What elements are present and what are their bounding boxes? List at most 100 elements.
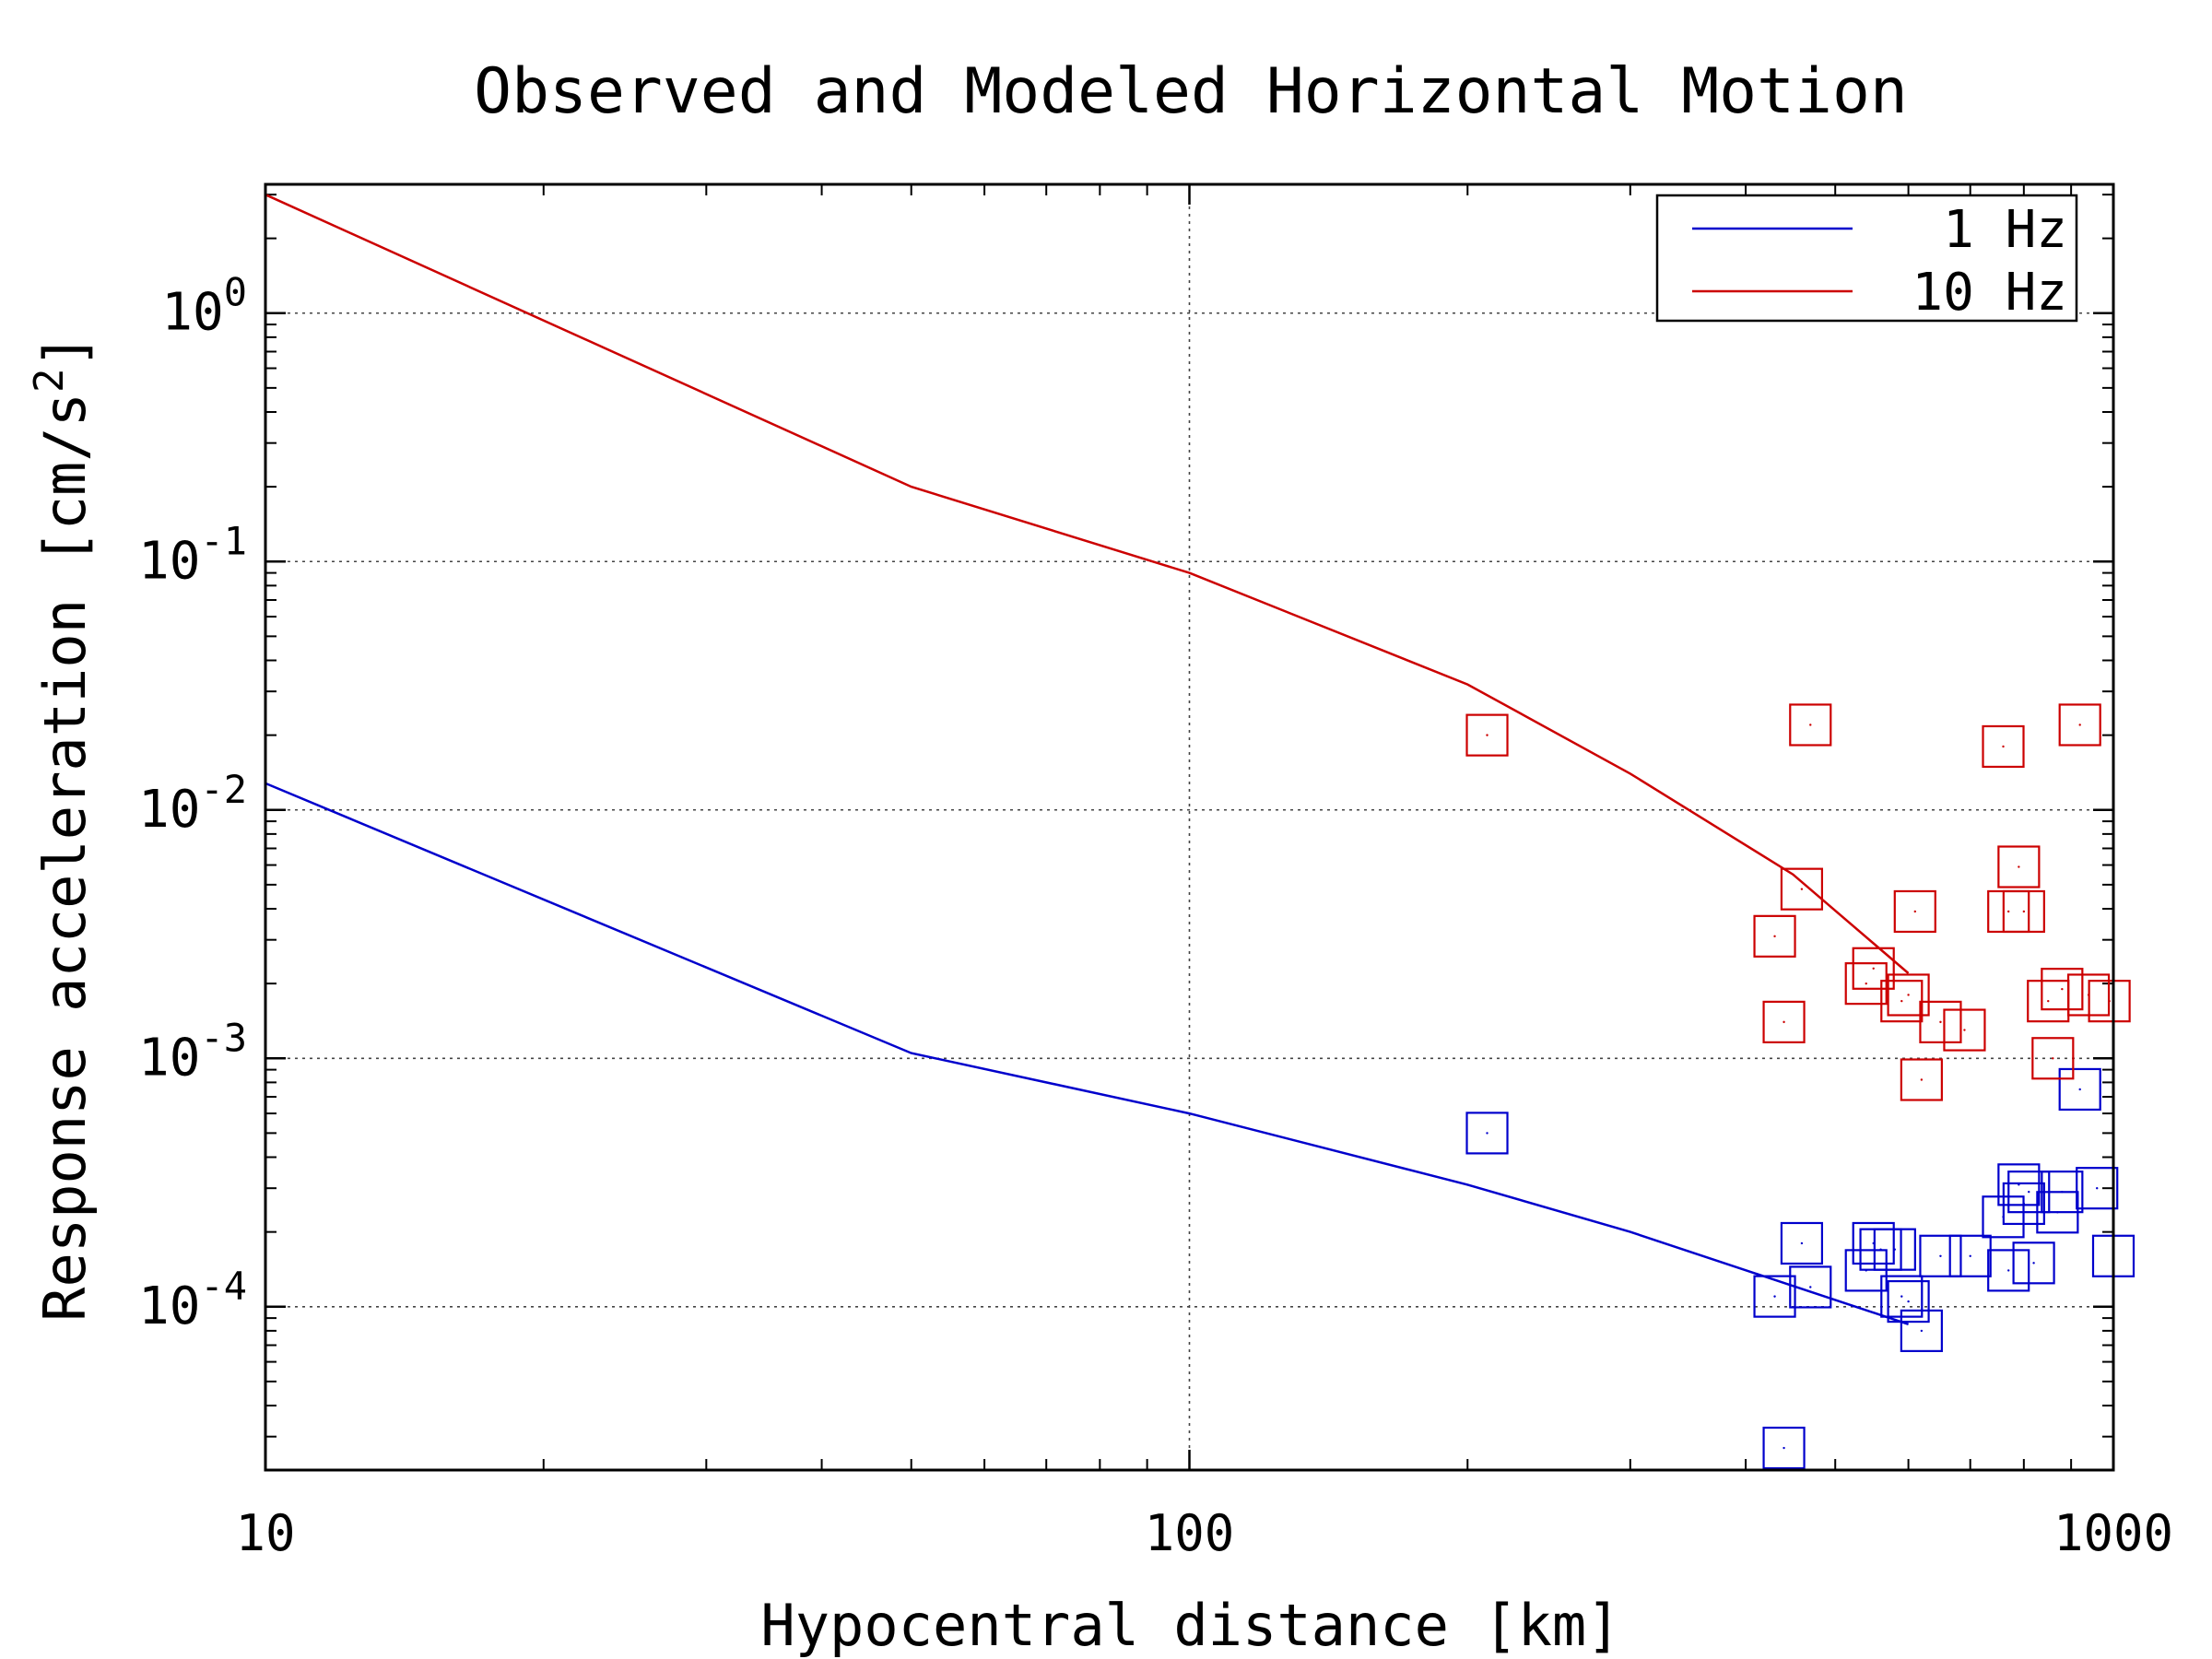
observed-point-center bbox=[1800, 1241, 1804, 1245]
x-tick-label: 100 bbox=[1145, 1504, 1235, 1562]
observed-point-1hz bbox=[1997, 1163, 2041, 1206]
observed-point-center bbox=[2022, 910, 2026, 913]
y-tick-base: 10 bbox=[161, 283, 223, 343]
observed-point-1hz bbox=[1465, 1112, 1509, 1155]
observed-point-center bbox=[1900, 999, 1903, 1003]
y-tick-label: 100 bbox=[161, 270, 247, 343]
observed-point-center bbox=[2096, 1186, 2099, 1190]
observed-point-1hz bbox=[1919, 1234, 1962, 1277]
observed-point-10hz bbox=[1753, 914, 1796, 958]
observed-point-1hz bbox=[1948, 1234, 1992, 1277]
observed-point-1hz bbox=[1873, 1228, 1916, 1271]
observed-point-10hz bbox=[1900, 1058, 1943, 1101]
observed-point-1hz bbox=[1887, 1279, 1930, 1324]
observed-point-center bbox=[2007, 1269, 2010, 1272]
y-tick-base: 10 bbox=[138, 780, 200, 840]
observed-point-center bbox=[1893, 1248, 1897, 1251]
observed-point-10hz bbox=[1919, 1000, 1962, 1043]
y-axis-label-main: Response acceleration [cm/s bbox=[31, 393, 99, 1322]
observed-point-10hz bbox=[1997, 845, 2041, 888]
observed-point-center bbox=[1939, 1020, 1942, 1024]
observed-point-center bbox=[1809, 1286, 1812, 1288]
model-line-10hz bbox=[265, 194, 1910, 974]
observed-point-center bbox=[1920, 1329, 1924, 1333]
observed-point-center bbox=[1879, 1248, 1882, 1251]
y-tick-label: 10-3 bbox=[138, 1015, 247, 1088]
chart-title: Observed and Modeled Horizontal Motion bbox=[474, 55, 1908, 128]
observed-point-1hz bbox=[2012, 1241, 2055, 1285]
observed-point-center bbox=[1907, 1300, 1910, 1303]
y-tick-label: 10-1 bbox=[138, 518, 247, 591]
observed-point-center bbox=[1939, 1254, 1942, 1257]
observed-point-10hz bbox=[2041, 968, 2084, 1011]
y-axis-label-superscript: 2 bbox=[26, 368, 73, 393]
observed-point-center bbox=[1920, 1078, 1924, 1081]
observed-point-1hz bbox=[2041, 1171, 2084, 1214]
plot-frame bbox=[264, 182, 2115, 1472]
observed-point-10hz bbox=[1852, 947, 1895, 990]
observed-point-10hz bbox=[1982, 724, 2025, 769]
legend-label-10hz: 10 Hz bbox=[1912, 263, 2067, 323]
y-tick-base: 10 bbox=[138, 531, 200, 591]
x-tick-labels: 10 100 1000 bbox=[235, 1504, 2173, 1562]
observed-point-1hz bbox=[1987, 1249, 2030, 1292]
y-tick-label: 10-2 bbox=[138, 767, 247, 840]
observed-point-center bbox=[2002, 745, 2005, 748]
x-axis-label: Hypocentral distance [km] bbox=[760, 1592, 1620, 1659]
observed-point-10hz bbox=[2031, 1037, 2075, 1080]
y-tick-exponent: -3 bbox=[200, 1015, 247, 1060]
y-tick-exponent: 0 bbox=[224, 270, 247, 315]
observed-point-center bbox=[1773, 1295, 1776, 1298]
observed-point-center bbox=[2047, 999, 2050, 1003]
observed-point-center bbox=[1773, 935, 1776, 938]
observed-point-center bbox=[2078, 724, 2081, 726]
observed-point-center bbox=[2061, 1190, 2064, 1194]
observed-point-center bbox=[1969, 1254, 1971, 1257]
observed-point-center bbox=[1865, 982, 1867, 985]
observed-point-center bbox=[1872, 967, 1875, 970]
observed-point-10hz bbox=[1465, 713, 1509, 757]
observed-point-center bbox=[2032, 1262, 2035, 1265]
y-tick-exponent: -1 bbox=[200, 518, 247, 563]
observed-point-center bbox=[2028, 1190, 2030, 1194]
model-line-1hz bbox=[265, 782, 1909, 1325]
observed-point-10hz bbox=[2088, 980, 2131, 1023]
observed-point-center bbox=[1800, 888, 1804, 890]
observed-point-center bbox=[1963, 1029, 1966, 1031]
plot-area bbox=[264, 182, 2136, 1472]
observed-point-10hz bbox=[1762, 1000, 1806, 1043]
observed-point-center bbox=[1486, 734, 1488, 736]
observed-point-1hz bbox=[2002, 1182, 2045, 1226]
observed-point-10hz bbox=[2058, 703, 2101, 747]
series-layer bbox=[265, 194, 2136, 1470]
observed-point-10hz bbox=[1780, 867, 1824, 911]
observed-point-center bbox=[2007, 910, 2010, 913]
observed-point-center bbox=[2078, 1088, 2081, 1091]
grid-lines bbox=[265, 184, 2113, 1470]
y-axis-label: Response acceleration [cm/s2] bbox=[26, 334, 99, 1322]
observed-point-center bbox=[1783, 1446, 1785, 1450]
observed-point-center bbox=[1900, 1295, 1903, 1298]
observed-point-center bbox=[2108, 999, 2111, 1003]
observed-point-10hz bbox=[1789, 703, 1832, 747]
observed-point-center bbox=[1907, 994, 1910, 996]
observed-point-1hz bbox=[2058, 1067, 2101, 1112]
legend-box bbox=[1655, 194, 2078, 323]
observed-point-1hz bbox=[1762, 1426, 1806, 1470]
observed-point-10hz bbox=[1943, 1008, 1986, 1052]
observed-point-1hz bbox=[1780, 1221, 1824, 1265]
x-tick-label: 10 bbox=[235, 1504, 295, 1562]
legend-label-1hz: 1 Hz bbox=[1943, 200, 2067, 260]
y-tick-base: 10 bbox=[138, 1028, 200, 1088]
observed-point-center bbox=[2052, 1057, 2054, 1060]
y-tick-exponent: -4 bbox=[200, 1264, 247, 1309]
observed-point-10hz bbox=[1893, 889, 1936, 934]
observed-point-1hz bbox=[1852, 1221, 1895, 1265]
y-tick-exponent: -2 bbox=[200, 767, 247, 812]
observed-point-center bbox=[2018, 865, 2020, 868]
observed-point-1hz bbox=[1900, 1309, 1943, 1352]
observed-point-10hz bbox=[1844, 962, 1888, 1006]
y-axis-label-close: ] bbox=[31, 334, 99, 368]
